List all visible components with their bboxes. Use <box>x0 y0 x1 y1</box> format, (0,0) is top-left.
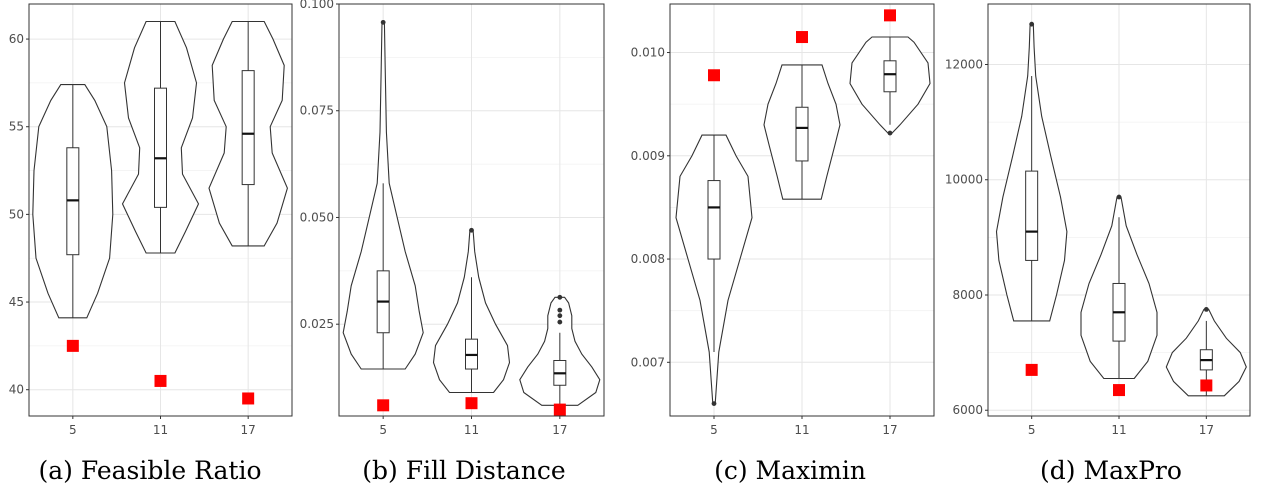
panel-caption: (a) Feasible Ratio <box>39 456 262 485</box>
violin-5 <box>995 21 1068 322</box>
marker-square <box>465 397 478 410</box>
violin-17 <box>519 294 601 406</box>
outlier-point <box>1203 306 1209 312</box>
x-tick-label: 5 <box>379 423 387 437</box>
outlier-point <box>1029 21 1035 27</box>
outlier-point <box>469 227 474 233</box>
panel-2: 0.025 0.050 0.075 0.100 5 11 17 (b) Fill Distan… <box>300 0 605 485</box>
y-tick-label: 50 <box>9 207 24 221</box>
marker-square <box>154 374 167 387</box>
panel-caption: (d) MaxPro <box>1040 456 1182 485</box>
marker-square <box>1200 379 1213 392</box>
outlier-point <box>1116 194 1122 200</box>
x-tick-label: 5 <box>69 423 77 437</box>
panel-4: 6000 8000 10000 12000 5 11 17 (d) MaxPro <box>945 3 1251 485</box>
y-tick-label: 45 <box>9 295 24 309</box>
iqr-box <box>883 60 897 93</box>
y-tick-label: 0.075 <box>300 104 334 118</box>
y-tick-label: 0.008 <box>631 252 665 266</box>
marker-square <box>242 392 255 405</box>
x-tick-label: 17 <box>241 423 256 437</box>
panel-caption: (c) Maximin <box>714 456 866 485</box>
outlier-point <box>711 401 717 407</box>
violin-17 <box>849 36 931 136</box>
x-tick-label: 11 <box>153 423 168 437</box>
outlier-point <box>557 307 563 313</box>
marker-square <box>66 339 79 352</box>
marker-square <box>1113 384 1125 397</box>
y-tick-label: 0.100 <box>300 0 334 11</box>
x-tick-label: 17 <box>1199 423 1214 437</box>
y-tick-label: 6000 <box>952 403 983 417</box>
x-tick-label: 11 <box>1111 423 1126 437</box>
x-tick-label: 5 <box>1028 423 1036 437</box>
violin-11 <box>763 64 841 200</box>
panel-3: 0.007 0.008 0.009 0.010 5 11 17 (c) Maximin <box>631 3 935 485</box>
x-tick-label: 17 <box>552 423 567 437</box>
y-tick-label: 40 <box>9 383 24 397</box>
violin-17 <box>208 20 288 247</box>
marker-square <box>1025 363 1038 376</box>
outlier-point <box>557 319 563 325</box>
iqr-box <box>707 180 721 260</box>
y-tick-label: 12000 <box>945 58 983 72</box>
x-tick-label: 11 <box>794 423 809 437</box>
violin-17 <box>1165 306 1247 397</box>
marker-square <box>796 31 808 44</box>
outlier-point <box>887 130 893 136</box>
iqr-box <box>241 70 255 186</box>
panel-1: 40 45 50 55 60 5 11 17 (a) Feasible Ratio <box>9 3 293 485</box>
panel-caption: (b) Fill Distance <box>362 456 565 485</box>
y-tick-label: 55 <box>9 120 24 134</box>
violin-5 <box>675 134 753 407</box>
iqr-box <box>795 106 809 162</box>
y-tick-label: 10000 <box>945 173 983 187</box>
violin-5 <box>342 19 424 370</box>
x-tick-label: 17 <box>882 423 897 437</box>
y-tick-label: 0.025 <box>300 317 334 331</box>
outlier-point <box>557 294 563 300</box>
marker-square <box>708 69 720 82</box>
violin-5 <box>32 84 114 319</box>
outlier-point <box>557 313 563 319</box>
y-tick-label: 0.050 <box>300 210 334 224</box>
marker-square <box>553 403 566 416</box>
y-tick-label: 8000 <box>952 288 983 302</box>
y-tick-label: 0.007 <box>631 355 665 369</box>
y-tick-label: 0.009 <box>631 149 665 163</box>
violin-11 <box>432 227 511 394</box>
marker-square <box>377 399 390 412</box>
violin-11 <box>1080 194 1158 380</box>
x-tick-label: 5 <box>710 423 718 437</box>
marker-square <box>884 9 896 22</box>
iqr-box <box>154 87 167 208</box>
outlier-point <box>380 19 386 25</box>
violin-11 <box>121 20 200 254</box>
iqr-box <box>1025 170 1039 261</box>
y-tick-label: 0.010 <box>631 46 665 60</box>
x-tick-label: 11 <box>464 423 479 437</box>
y-tick-label: 60 <box>9 32 24 46</box>
